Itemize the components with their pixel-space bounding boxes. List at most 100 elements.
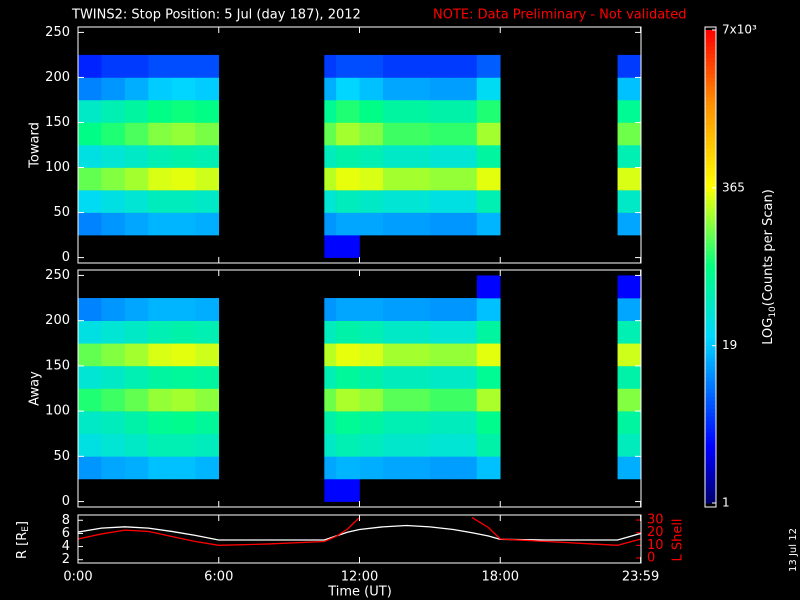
colorbar-slice [705,136,716,141]
y-tick-label: 8 [62,513,70,528]
heat-cell [124,54,149,78]
heat-cell [453,212,478,236]
colorbar-slice [705,368,716,374]
heat-cell [324,235,337,258]
heat-cell [406,365,431,389]
x-tick-label: 23:59 [622,570,659,585]
heat-cell [148,456,173,480]
ylabel-tail: ] [15,521,30,526]
heat-cell [171,122,196,146]
heat-cell [453,190,478,213]
heat-cell [78,298,102,321]
colorbar-label-tail: (Counts per Scan) [761,189,776,306]
heat-cell [195,433,220,457]
heat-cell [324,411,337,435]
heat-cell [171,190,196,213]
y-tick-label: 4 [62,539,70,554]
heat-cell [171,456,196,480]
y2-axis-label: L Shell [671,518,686,561]
y-tick-label: 250 [45,268,70,283]
heat-cell [359,365,384,389]
heat-cell [476,298,501,321]
heat-cell [476,365,501,389]
heat-cell [406,167,431,191]
heat-cell [336,145,360,168]
chart-title: TWINS2: Stop Position: 5 Jul (day 187), … [71,8,361,23]
heat-cell [382,320,407,344]
heat-cell [78,77,102,101]
heat-cell [359,433,384,457]
colorbar-slice [705,179,716,185]
heat-cell [171,343,196,367]
heat-cell [406,212,431,236]
heat-cell [429,77,454,101]
heat-cell [453,77,478,101]
heat-cell [101,320,126,344]
heat-cell [359,212,384,236]
heat-cell [617,365,642,389]
colorbar-slice [705,215,716,220]
heat-cell [476,167,501,191]
heat-cell [101,212,126,236]
heat-cell [195,145,220,168]
colorbar-slice [705,333,716,338]
colorbar-slice [705,286,716,291]
colorbar-slice [705,85,716,90]
y-axis-label: Toward [28,122,43,169]
colorbar-slice [705,152,716,157]
colorbar-slice [705,270,716,275]
colorbar-slice [705,140,716,145]
colorbar-slice [705,187,716,193]
heat-cell [324,320,337,344]
heat-cell [429,99,454,123]
heat-cell [382,145,407,168]
heat-cell [453,99,478,123]
heat-cell [124,77,149,101]
heat-cell [324,77,337,101]
colorbar-slice [705,282,716,287]
colorbar-slice [705,160,716,165]
colorbar-slice [705,93,716,98]
heat-cell [429,298,454,321]
colorbar-slice [705,325,716,331]
colorbar-slice [705,459,716,465]
heat-cell [78,145,102,168]
y-tick-label: 150 [45,115,70,130]
heat-cell [617,167,642,191]
colorbar-slice [705,365,716,370]
colorbar-slice [705,475,716,480]
colorbar-slice [705,435,716,441]
heat-cell [171,298,196,321]
colorbar-slice [705,278,716,283]
heat-cell [476,99,501,123]
heat-cell [359,298,384,321]
heat-cell [453,320,478,344]
heat-cell [429,433,454,457]
heat-cell [171,77,196,101]
heat-cell [324,478,337,502]
colorbar-label-sub: 10 [768,306,778,318]
heat-cell [453,343,478,367]
colorbar-slice [705,357,716,362]
heat-cell [382,122,407,146]
heat-cell [429,343,454,367]
colorbar-slice [705,164,716,169]
colorbar-slice [705,428,716,433]
colorbar-slice [705,33,716,39]
heat-cell [617,411,642,435]
colorbar-slice [705,116,716,122]
y-tick-label: 50 [53,205,70,220]
heat-cell [476,212,501,236]
heat-cell [324,388,337,412]
colorbar-slice [705,262,716,267]
heat-cell [124,212,149,236]
heat-cell [171,54,196,78]
heat-cell [195,298,220,321]
heat-cell [359,343,384,367]
heat-cell [476,77,501,101]
heat-cell [171,320,196,344]
heat-cell [124,411,149,435]
y-axis-label: R [RE] [15,521,31,559]
heat-cell [406,433,431,457]
heat-cell [429,190,454,213]
